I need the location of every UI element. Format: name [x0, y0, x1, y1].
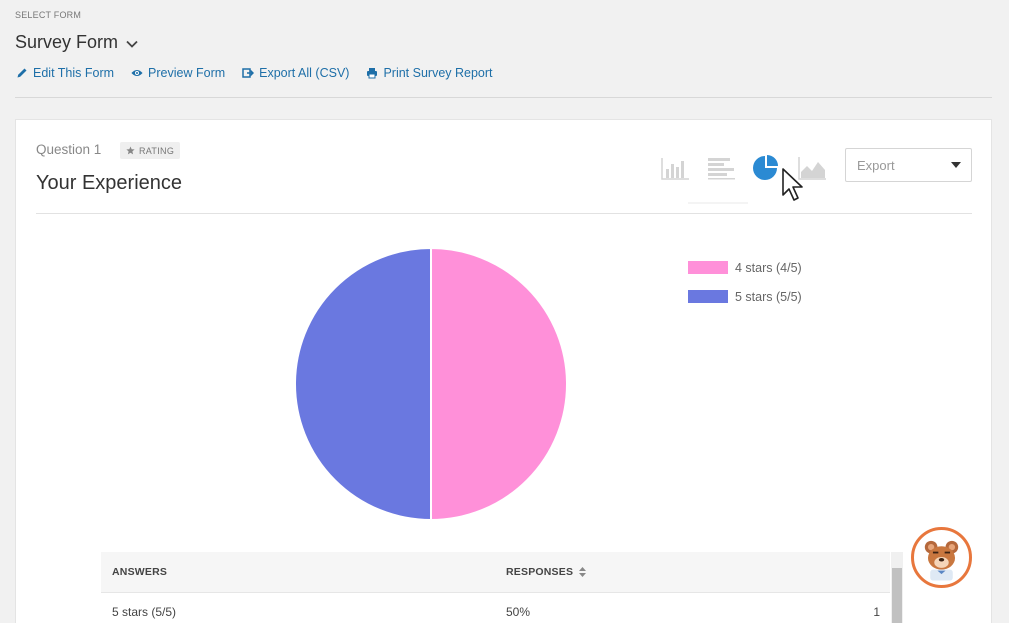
caret-down-icon: [951, 162, 961, 168]
preview-form-link[interactable]: Preview Form: [131, 66, 225, 80]
active-chart-indicator: [688, 202, 748, 204]
question-divider: [36, 213, 972, 214]
answer-cell: 5 stars (5/5): [112, 604, 177, 619]
bar-chart-icon: [661, 158, 689, 180]
table-row: 5 stars (5/5) 50% 1: [101, 592, 890, 623]
edit-form-link[interactable]: Edit This Form: [16, 66, 114, 80]
header-divider: [15, 97, 992, 98]
question-number: Question 1: [36, 142, 102, 157]
horizontal-bar-chart-button[interactable]: [705, 152, 737, 184]
legend-item[interactable]: 4 stars (4/5): [688, 258, 802, 277]
form-selector[interactable]: Survey Form: [15, 32, 138, 53]
scrollbar-thumb[interactable]: [892, 568, 902, 623]
question-card: Question 1 RATING Your Experience: [15, 119, 992, 623]
results-table: ANSWERS RESPONSES 5 stars (5/5) 50% 1: [101, 552, 890, 623]
table-scrollbar[interactable]: [891, 552, 903, 623]
percent-cell: 50%: [506, 604, 531, 619]
form-actions: Edit This Form Preview Form Export All (…: [16, 66, 493, 80]
eye-icon: [131, 70, 143, 76]
star-icon: [126, 146, 135, 155]
horizontal-bar-chart-icon: [708, 158, 735, 180]
export-icon: [242, 68, 255, 78]
pie-slice-2[interactable]: [294, 246, 432, 522]
rating-badge-label: RATING: [139, 145, 175, 156]
area-chart-icon: [798, 157, 826, 180]
bar-chart-button[interactable]: [659, 152, 691, 184]
pie-chart-button[interactable]: [750, 152, 782, 184]
print-icon: [367, 68, 378, 79]
responses-header-label: RESPONSES: [506, 566, 574, 578]
print-report-link[interactable]: Print Survey Report: [366, 66, 493, 80]
legend-swatch: [688, 261, 728, 274]
question-title: Your Experience: [36, 172, 183, 194]
responses-header[interactable]: RESPONSES: [496, 566, 836, 578]
help-mascot-button[interactable]: [911, 527, 972, 588]
area-chart-button[interactable]: [796, 152, 828, 184]
export-csv-label: Export All (CSV): [259, 66, 350, 80]
form-name: Survey Form: [15, 32, 119, 52]
rating-badge: RATING: [120, 142, 181, 159]
edit-form-label: Edit This Form: [33, 66, 115, 80]
bear-mascot-icon: [924, 540, 959, 581]
legend-label: 4 stars (4/5): [735, 260, 802, 275]
export-label: Export: [857, 157, 895, 173]
pie-chart: [294, 246, 568, 522]
chart-legend: 4 stars (4/5) 5 stars (5/5): [688, 258, 802, 316]
pie-slice-1[interactable]: [430, 246, 568, 522]
table-header: ANSWERS RESPONSES: [101, 552, 890, 592]
chevron-down-icon: [126, 40, 138, 48]
pencil-icon: [17, 68, 27, 78]
legend-label: 5 stars (5/5): [735, 289, 802, 304]
export-dropdown[interactable]: Export: [845, 148, 972, 182]
mouse-cursor-icon: [782, 168, 803, 201]
legend-swatch: [688, 290, 728, 303]
select-form-label: SELECT FORM: [15, 10, 82, 20]
answers-header: ANSWERS: [112, 566, 168, 578]
print-report-label: Print Survey Report: [383, 66, 493, 80]
legend-item[interactable]: 5 stars (5/5): [688, 287, 802, 306]
export-csv-link[interactable]: Export All (CSV): [242, 66, 349, 80]
sort-icon: [579, 567, 587, 577]
count-cell: 1: [873, 604, 880, 619]
pie-chart-icon: [753, 155, 778, 180]
preview-form-label: Preview Form: [148, 66, 226, 80]
